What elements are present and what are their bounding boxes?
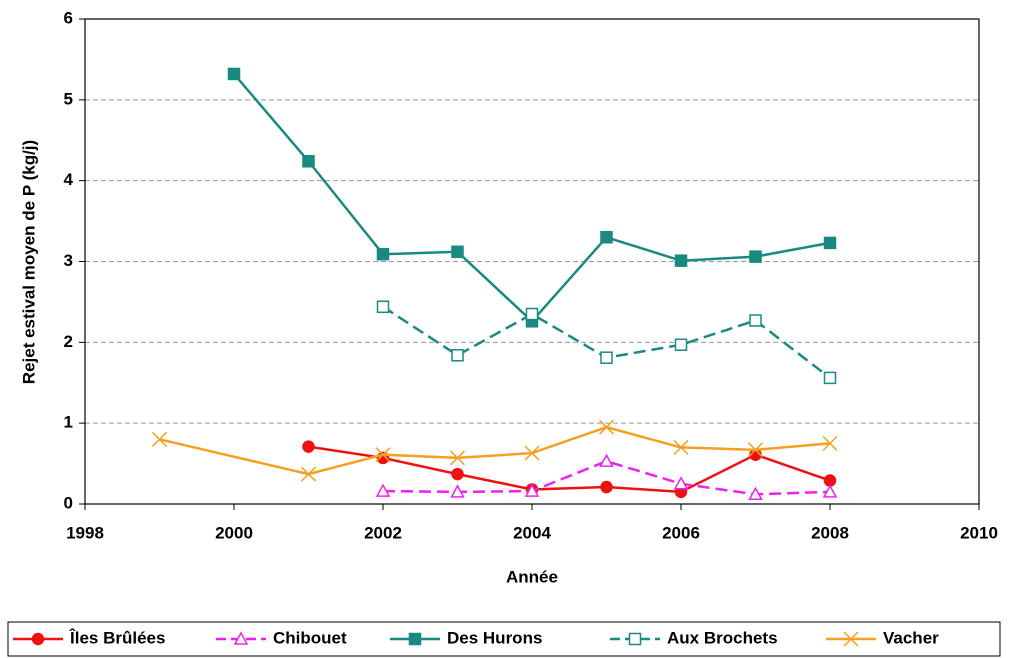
legend-label: Chibouet (273, 628, 347, 647)
point (599, 453, 614, 467)
y-tick-label: 4 (64, 170, 74, 189)
y-axis-label: Rejet estival moyen de P (kg/j) (19, 140, 38, 384)
point (822, 484, 838, 498)
point (408, 632, 422, 646)
y-tick-label: 6 (64, 8, 73, 27)
y-tick-label: 2 (64, 332, 73, 351)
point (449, 450, 466, 466)
point (673, 476, 689, 490)
point (300, 466, 317, 482)
point (843, 631, 859, 647)
point (376, 247, 390, 261)
x-tick-label: 2000 (215, 523, 253, 542)
point (749, 314, 762, 327)
point (748, 486, 763, 501)
point (747, 442, 764, 458)
point (233, 631, 249, 645)
x-tick-label: 1998 (66, 523, 104, 542)
point (451, 245, 464, 259)
point (524, 445, 540, 461)
point (31, 632, 45, 646)
x-tick-label: 2004 (513, 523, 551, 542)
point (375, 483, 391, 497)
plot-frame (84, 18, 980, 505)
y-tick-label: 1 (64, 413, 73, 432)
point (600, 480, 613, 494)
point (674, 338, 688, 352)
y-tick-label: 5 (64, 89, 73, 108)
x-tick-label: 2008 (811, 523, 849, 542)
point (524, 483, 540, 497)
point (822, 435, 838, 451)
point (375, 447, 391, 463)
point (376, 300, 390, 314)
point (525, 307, 539, 321)
point (227, 67, 241, 81)
series-line (308, 445, 831, 494)
legend-label: Aux Brochets (667, 628, 778, 647)
x-axis-label: Année (506, 567, 558, 586)
x-tick-label: 2002 (364, 523, 402, 542)
point (749, 250, 762, 263)
legend-label: Des Hurons (447, 628, 542, 647)
point (823, 371, 837, 385)
x-tick-label: 2010 (960, 523, 998, 542)
point (600, 231, 613, 244)
legend-label: Vacher (883, 628, 939, 647)
point (674, 254, 688, 267)
y-tick-label: 3 (64, 251, 73, 270)
point (302, 155, 315, 168)
x-tick-label: 2006 (662, 523, 700, 542)
point (598, 419, 615, 435)
point (823, 236, 837, 250)
legend-label: Îles Brûlées (69, 628, 165, 647)
point (302, 440, 315, 453)
point (451, 467, 464, 481)
point (151, 431, 168, 447)
point (600, 351, 613, 364)
point (628, 632, 642, 646)
series-line (233, 73, 831, 324)
point (673, 439, 689, 455)
point (451, 349, 464, 362)
y-tick-label: 0 (64, 493, 73, 512)
point (450, 484, 465, 498)
